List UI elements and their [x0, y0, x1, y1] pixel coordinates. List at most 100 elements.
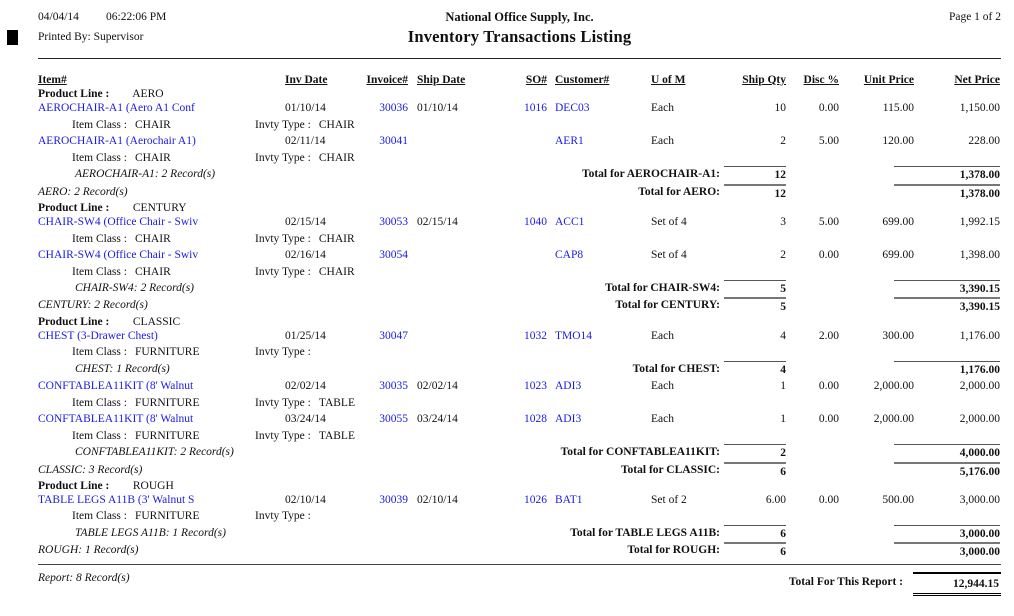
- invoice-number-link[interactable]: 30035: [379, 380, 408, 393]
- item-total-row: AEROCHAIR-A1: 2 Record(s) Total for AERO…: [38, 166, 1001, 183]
- invoice-number-link[interactable]: 30054: [379, 249, 408, 262]
- item-class-label: Item Class :: [72, 151, 127, 164]
- item-record-count: CONFTABLEA11KIT: 2 Record(s): [75, 446, 234, 459]
- item-total-qty: 5: [724, 279, 786, 297]
- col-disc[interactable]: Disc %: [803, 74, 839, 86]
- customer-number-link[interactable]: ADI3: [555, 380, 582, 393]
- col-item[interactable]: Item#: [38, 74, 67, 86]
- group-total-qty: 5: [724, 297, 786, 315]
- ship-date: 02/02/14: [417, 380, 458, 393]
- transaction-row: CHAIR-SW4 (Office Chair - Swiv 02/16/14 …: [38, 247, 1001, 263]
- uom: Each: [651, 413, 674, 426]
- transaction-subrow: Item Class : CHAIR Invty Type : CHAIR: [38, 150, 1001, 166]
- product-line-row: Product Line : AERO: [38, 88, 1001, 100]
- ship-qty: 6.00: [765, 493, 786, 506]
- invoice-number-link[interactable]: 30036: [379, 102, 408, 115]
- customer-number-link[interactable]: CAP8: [555, 249, 584, 262]
- inv-date: 02/02/14: [285, 380, 326, 393]
- uom: Each: [651, 102, 674, 115]
- item-total-qty: 4: [724, 360, 786, 378]
- item-number-link[interactable]: CONFTABLEA11KIT (8' Walnut: [38, 413, 194, 426]
- report-record-count: Report: 8 Record(s): [38, 571, 130, 584]
- transaction-subrow: Item Class : CHAIR Invty Type : CHAIR: [38, 231, 1001, 247]
- item-number-link[interactable]: AEROCHAIR-A1 (Aero A1 Conf: [38, 102, 195, 115]
- so-number-link[interactable]: 1028: [524, 413, 547, 426]
- customer-number-link[interactable]: ACC1: [555, 216, 585, 229]
- so-number-link[interactable]: 1023: [524, 380, 547, 393]
- customer-number-link[interactable]: ADI3: [555, 413, 582, 426]
- so-number-link[interactable]: [472, 133, 547, 149]
- col-customer[interactable]: Customer#: [555, 74, 610, 86]
- product-line-value: CENTURY: [132, 202, 187, 215]
- col-uom[interactable]: U of M: [651, 74, 686, 86]
- print-date: 04/04/14: [38, 11, 79, 23]
- disc-pct: 0.00: [818, 380, 839, 393]
- invty-type-label: Invty Type :: [255, 396, 311, 409]
- transaction-subrow: Item Class : CHAIR Invty Type : CHAIR: [38, 117, 1001, 133]
- customer-number-link[interactable]: TMO14: [555, 329, 593, 342]
- product-line-label: Product Line :: [38, 88, 110, 101]
- invoice-number-link[interactable]: 30039: [379, 493, 408, 506]
- product-line-value: CLASSIC: [132, 315, 181, 328]
- item-number-link[interactable]: CHAIR-SW4 (Office Chair - Swiv: [38, 216, 199, 229]
- item-number-link[interactable]: CONFTABLEA11KIT (8' Walnut: [38, 380, 194, 393]
- item-number-link[interactable]: TABLE LEGS A11B (3' Walnut S: [38, 493, 195, 506]
- invty-type-value: TABLE: [318, 429, 355, 442]
- net-price: 3,000.00: [959, 493, 1000, 506]
- item-number-link[interactable]: CHEST (3-Drawer Chest): [38, 329, 158, 342]
- item-class-label: Item Class :: [72, 232, 127, 245]
- item-class-label: Item Class :: [72, 396, 127, 409]
- invoice-number-link[interactable]: 30041: [379, 135, 408, 148]
- product-line-row: Product Line : CENTURY: [38, 202, 1001, 214]
- customer-number-link[interactable]: AER1: [555, 135, 584, 148]
- col-unit-price[interactable]: Unit Price: [863, 74, 914, 86]
- transaction-row: AEROCHAIR-A1 (Aero A1 Conf 01/10/14 3003…: [38, 100, 1001, 116]
- col-invoice[interactable]: Invoice#: [366, 74, 408, 86]
- report-footer: Report: 8 Record(s) Total For This Repor…: [38, 571, 1001, 596]
- col-inv-date[interactable]: Inv Date: [285, 74, 328, 86]
- invty-type-label: Invty Type :: [255, 510, 311, 523]
- item-class-value: CHAIR: [134, 118, 171, 131]
- net-price: 2,000.00: [959, 380, 1000, 393]
- unit-price: 120.00: [882, 135, 914, 148]
- ship-qty: 4: [780, 329, 786, 342]
- product-line-total-row: CENTURY: 2 Record(s) Total for CENTURY: …: [38, 297, 1001, 315]
- item-record-count: CHAIR-SW4: 2 Record(s): [75, 281, 195, 294]
- print-time: 06:22:06 PM: [106, 11, 167, 23]
- invoice-number-link[interactable]: 30055: [379, 413, 408, 426]
- customer-number-link[interactable]: DEC03: [555, 102, 590, 115]
- transaction-subrow: Item Class : FURNITURE Invty Type : TABLE: [38, 395, 1001, 411]
- item-number-link[interactable]: AEROCHAIR-A1 (Aerochair A1): [38, 135, 196, 148]
- col-net-price[interactable]: Net Price: [954, 74, 1000, 86]
- col-ship-date[interactable]: Ship Date: [417, 74, 466, 86]
- invoice-number-link[interactable]: 30053: [379, 216, 408, 229]
- invty-type-label: Invty Type :: [255, 429, 311, 442]
- ship-qty: 10: [774, 102, 787, 115]
- disc-pct: 0.00: [818, 493, 839, 506]
- col-so[interactable]: SO#: [525, 74, 547, 86]
- product-line-row: Product Line : CLASSIC: [38, 316, 1001, 328]
- net-price: 1,150.00: [959, 102, 1000, 115]
- item-total-qty: 12: [724, 166, 786, 183]
- ship-date: 03/24/14: [417, 413, 458, 426]
- so-number-link[interactable]: 1032: [524, 329, 547, 342]
- group-record-count: AERO: 2 Record(s): [38, 185, 128, 198]
- item-total-net: 3,390.15: [894, 279, 1000, 297]
- uom: Each: [651, 135, 674, 148]
- ship-qty: 2: [780, 249, 786, 262]
- col-ship-qty[interactable]: Ship Qty: [742, 74, 786, 86]
- inv-date: 01/10/14: [285, 102, 326, 115]
- uom: Each: [651, 380, 674, 393]
- product-line-total-row: AERO: 2 Record(s) Total for AERO: 12 1,3…: [38, 183, 1001, 202]
- so-number-link[interactable]: 1016: [524, 102, 547, 115]
- so-number-link[interactable]: 1026: [524, 493, 547, 506]
- so-number-link[interactable]: 1040: [524, 216, 547, 229]
- item-total-label: Total for CONFTABLEA11KIT:: [560, 446, 720, 459]
- ship-qty: 1: [780, 380, 786, 393]
- item-number-link[interactable]: CHAIR-SW4 (Office Chair - Swiv: [38, 249, 199, 262]
- disc-pct: 0.00: [818, 413, 839, 426]
- transaction-subrow: Item Class : CHAIR Invty Type : CHAIR: [38, 264, 1001, 280]
- customer-number-link[interactable]: BAT1: [555, 493, 583, 506]
- invoice-number-link[interactable]: 30047: [379, 329, 408, 342]
- so-number-link[interactable]: [472, 247, 547, 263]
